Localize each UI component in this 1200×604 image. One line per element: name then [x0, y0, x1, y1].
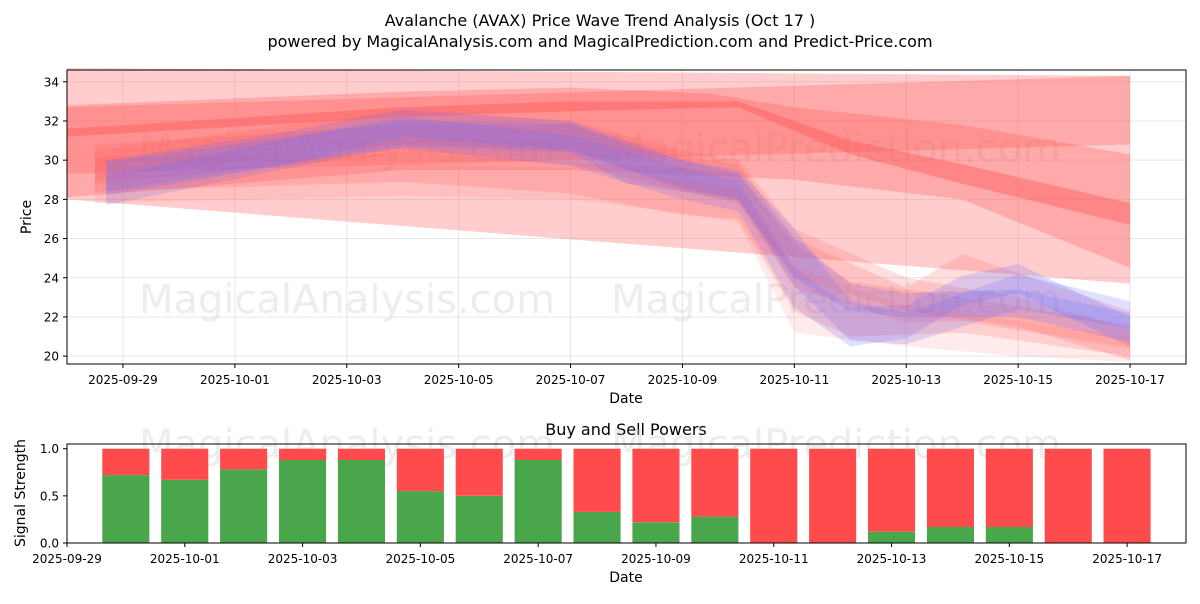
signal-x-tick-label: 2025-10-01 — [150, 552, 220, 566]
signal-plot-frame — [66, 443, 1187, 544]
chart-subtitle: powered by MagicalAnalysis.com and Magic… — [267, 32, 932, 51]
price-axes: 20 22 24 26 28 30 32 34 2025-09-29 2025-10-01 2025… — [44, 75, 1165, 387]
sell-bar — [985, 448, 1033, 527]
signal-x-tick-label: 2025-10-09 — [621, 552, 691, 566]
watermark-analysis-mid: MagicalAnalysis.com — [139, 277, 555, 323]
signal-y-tick-label: 1.0 — [40, 442, 59, 456]
sell-bar — [396, 448, 444, 492]
sell-bar — [102, 448, 150, 476]
sell-bar — [161, 448, 209, 480]
sell-bar — [632, 448, 680, 523]
sell-bar — [926, 448, 974, 527]
buy-bar — [161, 479, 209, 543]
price-y-tick-label: 34 — [44, 75, 59, 89]
price-y-tick-label: 28 — [44, 193, 59, 207]
price-y-tick-label: 32 — [44, 114, 59, 128]
buy-bar — [279, 460, 327, 543]
sell-bar — [1044, 448, 1092, 543]
buy-bar — [985, 527, 1033, 543]
sell-bar — [279, 448, 327, 460]
price-x-tick-label: 2025-10-03 — [312, 373, 382, 387]
buy-bar — [396, 491, 444, 543]
price-x-tick-label: 2025-10-01 — [200, 373, 270, 387]
price-x-axis-label: Date — [609, 391, 642, 407]
price-band-red-4 — [95, 154, 1130, 357]
signal-x-tick-label: 2025-10-05 — [385, 552, 455, 566]
watermark-analysis-top: MagicalAnalysis.com — [139, 126, 555, 172]
price-y-tick-label: 22 — [44, 310, 59, 324]
buy-bar — [632, 522, 680, 543]
signal-bars — [102, 448, 1151, 543]
sell-bar — [220, 448, 268, 470]
sell-bar — [691, 448, 739, 517]
price-x-tick-label: 2025-10-07 — [536, 373, 606, 387]
buy-bar — [868, 531, 916, 543]
signal-x-tick-label: 2025-10-03 — [268, 552, 338, 566]
signal-x-tick-label: 2025-09-29 — [32, 552, 102, 566]
watermark-prediction-mid: MagicalPrediction.com — [611, 277, 1061, 323]
sell-bar — [337, 448, 385, 460]
signal-x-tick-label: 2025-10-11 — [739, 552, 809, 566]
signal-panel-title: Buy and Sell Powers — [545, 420, 707, 439]
price-y-tick-label: 30 — [44, 154, 59, 168]
buy-bar — [220, 469, 268, 543]
buy-bar — [926, 527, 974, 543]
price-y-axis-label: Price — [19, 200, 35, 234]
price-bands — [67, 68, 1130, 362]
price-y-tick-label: 20 — [44, 350, 59, 364]
buy-bar — [455, 495, 503, 543]
sell-bar — [809, 448, 857, 543]
signal-x-axis-label: Date — [609, 570, 642, 586]
price-x-tick-label: 2025-10-15 — [983, 373, 1053, 387]
price-band-red-3 — [67, 101, 1130, 225]
sell-bar — [1103, 448, 1151, 543]
buy-bar — [337, 460, 385, 543]
price-y-tick-label: 26 — [44, 232, 59, 246]
buy-bar — [691, 516, 739, 543]
price-x-tick-label: 2025-09-29 — [88, 373, 158, 387]
sell-bar — [750, 448, 798, 543]
price-y-tick-label: 24 — [44, 271, 59, 285]
price-band-red-2 — [67, 87, 1130, 268]
price-band-red-6 — [95, 111, 1130, 361]
sell-bar — [455, 448, 503, 496]
signal-y-tick-label: 0.0 — [40, 537, 59, 551]
price-band-red-5 — [95, 124, 1130, 349]
price-band-red-1 — [67, 75, 1130, 174]
price-grid — [67, 70, 1186, 364]
signal-panel: Buy and Sell Powers MagicalAnalysis.com … — [13, 420, 1187, 586]
sell-bar — [868, 448, 916, 532]
sell-bar — [514, 448, 562, 460]
buy-bar — [102, 475, 150, 543]
signal-x-tick-label: 2025-10-17 — [1092, 552, 1162, 566]
price-band-red-0 — [67, 68, 1130, 284]
price-band-red-10 — [95, 164, 1130, 362]
signal-y-tick-label: 0.5 — [40, 489, 59, 503]
price-x-tick-label: 2025-10-09 — [648, 373, 718, 387]
watermark-prediction-top: MagicalPrediction.com — [611, 126, 1061, 172]
buy-bar — [573, 511, 621, 543]
price-band-blue-9 — [106, 121, 1130, 343]
signal-x-tick-label: 2025-10-07 — [503, 552, 573, 566]
price-watermarks: MagicalAnalysis.com MagicalPrediction.co… — [139, 126, 1061, 323]
price-x-tick-label: 2025-10-11 — [759, 373, 829, 387]
price-plot-frame — [66, 69, 1187, 365]
chart-title: Avalanche (AVAX) Price Wave Trend Analys… — [385, 11, 816, 30]
signal-axes: 0.0 0.5 1.0 2025-09-29 2025-10-01 2025-10-03 2… — [32, 442, 1162, 566]
signal-x-tick-label: 2025-10-15 — [974, 552, 1044, 566]
price-band-blue-8 — [106, 117, 1130, 347]
price-x-tick-label: 2025-10-05 — [424, 373, 494, 387]
signal-y-axis-label: Signal Strength — [13, 439, 29, 547]
price-band-blue-7 — [106, 109, 1130, 345]
buy-bar — [514, 460, 562, 543]
price-x-tick-label: 2025-10-13 — [871, 373, 941, 387]
price-x-tick-label: 2025-10-17 — [1095, 373, 1165, 387]
signal-x-tick-label: 2025-10-13 — [857, 552, 927, 566]
price-panel: MagicalAnalysis.com MagicalPrediction.co… — [19, 68, 1187, 407]
sell-bar — [573, 448, 621, 512]
